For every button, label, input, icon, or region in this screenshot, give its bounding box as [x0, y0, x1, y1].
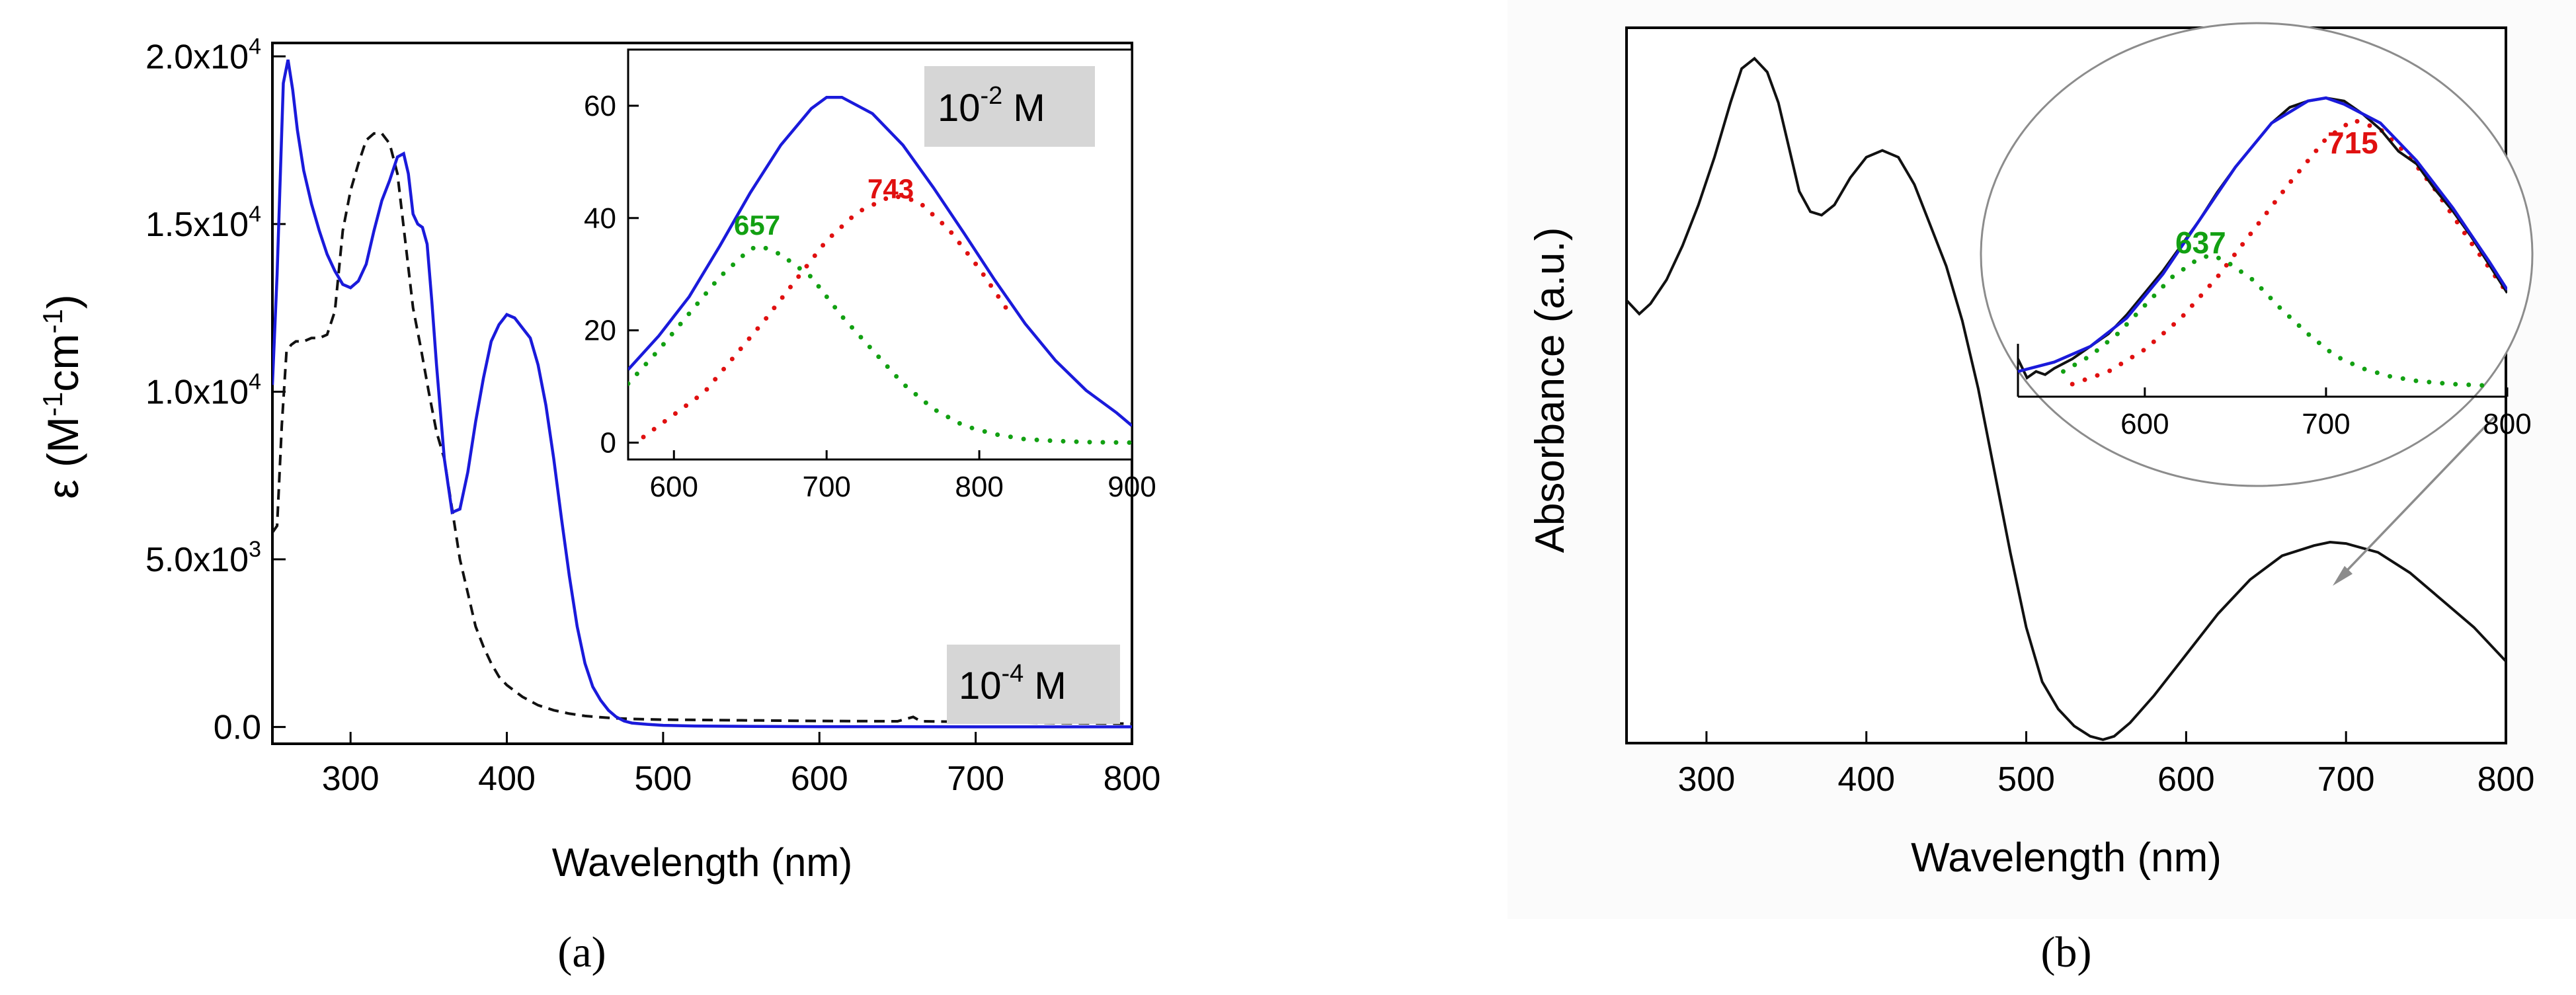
peak-label-637: 637: [2175, 225, 2226, 260]
inset-b: 600 700 800 637 715: [2017, 96, 2532, 440]
x-tick-label: 800: [2483, 408, 2531, 440]
panel-label-a: (a): [557, 928, 606, 976]
peak-label-657: 657: [734, 210, 780, 241]
x-tick-label: 600: [791, 760, 848, 798]
y-tick-label: 1.0x104: [145, 369, 261, 411]
y-tick-label: 5.0x103: [145, 537, 261, 579]
svg-text:10-2 M: 10-2 M: [938, 82, 1045, 130]
annotation-10-2M: 10-2 M: [924, 66, 1095, 147]
y-ticks-a: 0.0 5.0x103 1.0x104 1.5x104 2.0x104: [145, 34, 286, 747]
y-tick-label: 0.0: [214, 709, 261, 747]
inset-gauss-red-b: [2070, 117, 2507, 387]
inset-fit-blue-b: [2017, 96, 2507, 374]
x-tick-label: 500: [635, 760, 692, 798]
x-tick-label: 400: [1837, 760, 1895, 799]
inset-y-tick-label: 40: [584, 202, 616, 235]
y-axis-label-b: Absorbance (a.u.): [1527, 227, 1573, 553]
inset-y-tick-label: 60: [584, 90, 616, 122]
inset-gauss-green-a: [628, 243, 1132, 445]
callout-arrow-b: [2338, 414, 2497, 580]
x-tick-label: 500: [1997, 760, 2055, 799]
y-axis-label-a: ε (M-1cm-1): [37, 294, 87, 498]
x-ticks-b: 300 400 500 600 700 800: [1678, 731, 2535, 799]
inset-y-tick-label: 20: [584, 315, 616, 347]
x-tick-label: 800: [1104, 760, 1161, 798]
panel-b: 300 400 500 600 700 800 Wavelength (nm) Absor…: [1508, 0, 2576, 976]
x-tick-label: 900: [1107, 471, 1156, 503]
inset-x-ticks-b: 600 700 800: [2120, 387, 2532, 440]
inset-x-ticks-a: 600 700 800 900: [650, 450, 1156, 503]
y-tick-label: 1.5x104: [145, 202, 261, 244]
svg-text:10-4 M: 10-4 M: [959, 660, 1067, 707]
peak-label-743: 743: [867, 173, 914, 204]
inset-y-ticks-a: 0 20 40 60: [584, 90, 639, 459]
x-tick-label: 800: [955, 471, 1003, 503]
x-tick-label: 400: [478, 760, 536, 798]
annotation-10-4M: 10-4 M: [947, 645, 1120, 724]
series-line-dashed-a: [272, 132, 1132, 725]
x-tick-label: 700: [2317, 760, 2375, 799]
y-tick-label: 2.0x104: [145, 34, 261, 76]
peak-label-715: 715: [2327, 126, 2378, 160]
inset-y-tick-label: 0: [600, 427, 616, 459]
callout-arrowhead-b: [2333, 566, 2353, 586]
x-tick-label: 700: [802, 471, 850, 503]
series-line-black-b: [1627, 56, 2506, 741]
inset-ellipse-b: [1980, 22, 2534, 487]
x-tick-label: 700: [947, 760, 1004, 798]
x-axis-label-a: Wavelength (nm): [552, 840, 853, 885]
inset-gauss-green-b: [2061, 253, 2492, 388]
inset-line-blue-a: [628, 95, 1132, 427]
x-tick-label: 600: [2157, 760, 2215, 799]
x-axis-label-b: Wavelength (nm): [1911, 835, 2222, 881]
x-tick-label: 300: [322, 760, 380, 798]
x-tick-label: 600: [650, 471, 698, 503]
x-tick-label: 300: [1678, 760, 1736, 799]
x-tick-label: 600: [2120, 408, 2169, 440]
x-tick-label: 700: [2302, 408, 2350, 440]
panel-label-b: (b): [2041, 928, 2092, 976]
series-line-solid-a: [272, 59, 1132, 729]
inset-a: 0 20 40 60 600 700 800 900 10-2 M 657 743: [584, 48, 1156, 503]
inset-frame-a: [627, 48, 1133, 461]
x-tick-label: 800: [2477, 760, 2535, 799]
x-ticks-a: 300 400 500 600 700 800: [322, 732, 1161, 798]
